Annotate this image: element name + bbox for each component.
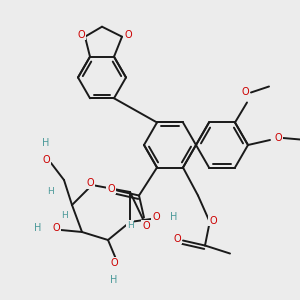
Text: O: O [142,220,150,230]
Text: H: H [170,212,178,222]
Text: O: O [42,155,50,165]
Text: O: O [110,258,118,268]
Text: O: O [241,88,249,98]
Text: O: O [77,30,85,40]
Text: O: O [152,212,160,222]
Text: O: O [124,30,132,40]
Text: O: O [107,184,115,194]
Text: O: O [86,178,94,188]
Text: H: H [34,223,42,233]
Text: O: O [52,223,60,233]
Text: H: H [110,275,118,285]
Text: H: H [61,212,68,220]
Text: O: O [173,233,181,244]
Text: O: O [274,133,282,143]
Text: H: H [42,138,50,148]
Text: H: H [127,220,134,230]
Text: O: O [209,215,217,226]
Text: H: H [46,187,53,196]
